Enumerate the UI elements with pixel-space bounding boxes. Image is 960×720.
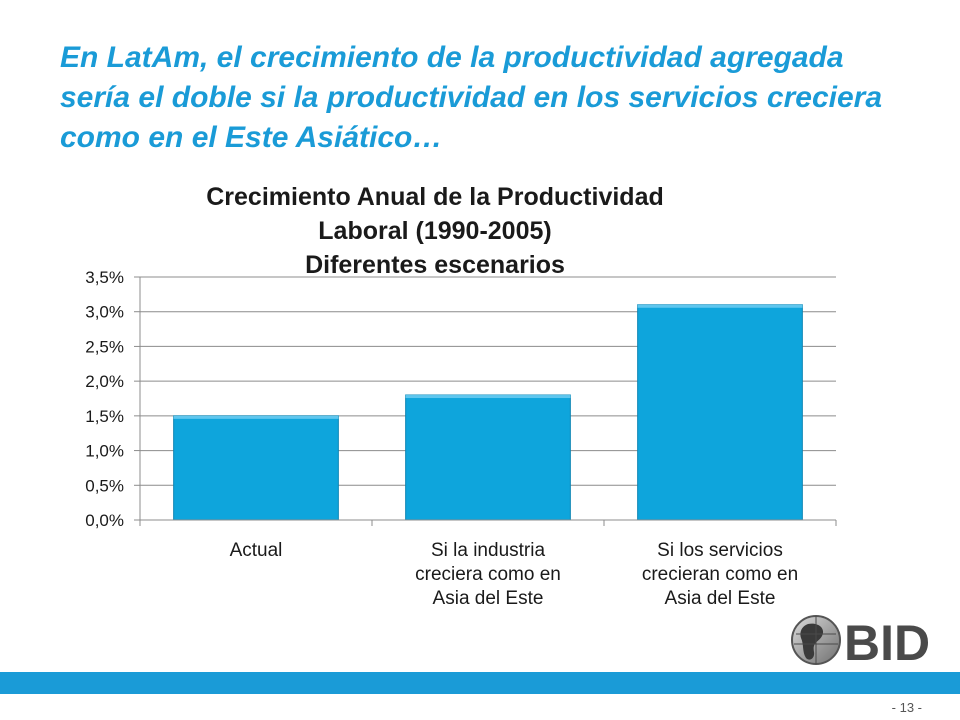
- logo-text: BID: [844, 615, 930, 668]
- y-tick-label: 0,5%: [85, 476, 124, 495]
- axes: [134, 276, 837, 526]
- bar-highlight: [173, 415, 339, 419]
- y-tick-label: 3,0%: [85, 303, 124, 322]
- y-tick-label: 1,0%: [85, 442, 124, 461]
- y-tick-label: 1,5%: [85, 407, 124, 426]
- x-category-label-line: Actual: [230, 540, 283, 561]
- slide-title: En LatAm, el crecimiento de la productiv…: [60, 41, 883, 154]
- bid-logo: BID: [791, 615, 930, 668]
- x-category-label-line: creciera como en: [415, 564, 561, 585]
- x-category-label-line: Si los servicios: [657, 540, 783, 561]
- y-tick-label: 2,0%: [85, 372, 124, 391]
- globe-icon: [791, 615, 841, 665]
- y-tick-label: 3,5%: [85, 268, 124, 287]
- chart-title-line: Crecimiento Anual de la Productividad: [206, 183, 664, 211]
- x-category-label: Si la industria creciera como en Asia del …: [415, 540, 561, 609]
- x-category-label: Actual: [230, 540, 283, 561]
- x-category-label-line: Asia del Este: [665, 588, 776, 609]
- labels: 0,0% 0,5% 1,0% 1,5% 2,0% 2,5% 3,0% 3,5% Actual Si…: [85, 268, 798, 609]
- x-category-label-line: crecieran como en: [642, 564, 798, 585]
- x-category-label-line: Asia del Este: [433, 588, 544, 609]
- bar-highlight: [637, 304, 803, 308]
- bar: [173, 415, 339, 521]
- bars: [173, 304, 803, 521]
- x-category-label-line: Si la industria: [431, 540, 545, 561]
- chart-title-line: Laboral (1990-2005): [318, 217, 552, 245]
- chart-title: Crecimiento Anual de la Productividad La…: [110, 180, 760, 282]
- bar-chart: 0,0% 0,5% 1,0% 1,5% 2,0% 2,5% 3,0% 3,5% Actual Si…: [85, 268, 837, 609]
- bar: [405, 394, 571, 521]
- footer-bar: [0, 672, 960, 694]
- bar-highlight: [405, 395, 571, 399]
- bar: [637, 304, 803, 521]
- y-tick-label: 0,0%: [85, 511, 124, 530]
- chart-title-line: Diferentes escenarios: [305, 251, 565, 279]
- page-number: - 13 -: [891, 700, 922, 715]
- x-category-label: Si los servicios crecieran como en Asia de…: [642, 540, 798, 609]
- y-tick-label: 2,5%: [85, 337, 124, 356]
